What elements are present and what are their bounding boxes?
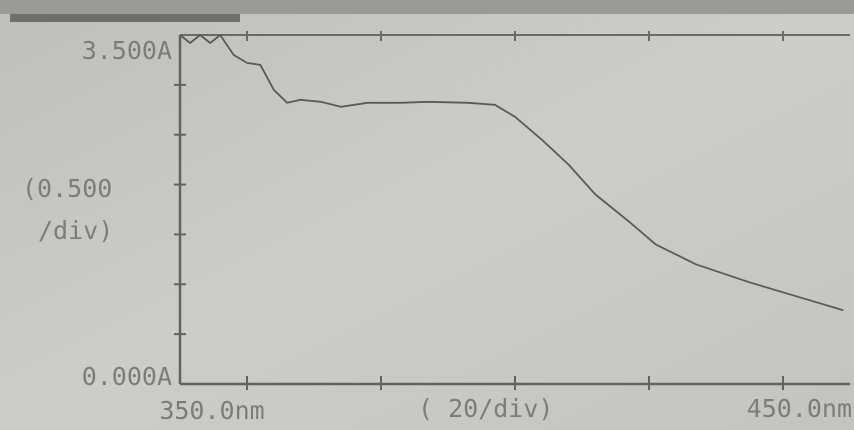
y-min-label: 0.000A (82, 362, 172, 391)
x-max-label: 450.0nm (747, 394, 852, 423)
y-scale-label: (0.500 (22, 174, 112, 203)
y-scale-label: /div) (38, 216, 113, 245)
bezel-shadow (10, 14, 240, 22)
spectrum-line (179, 34, 844, 312)
x-min-label: 350.0nm (159, 396, 264, 425)
y-max-label: 3.500A (82, 36, 172, 65)
display-bezel (0, 0, 854, 14)
x-scale-label: ( 20/div) (418, 394, 553, 423)
